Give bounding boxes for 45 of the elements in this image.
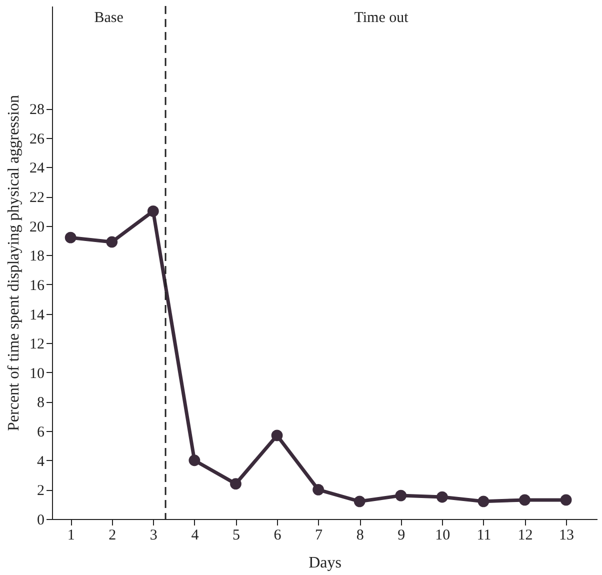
x-tick-label: 3: [150, 528, 158, 544]
y-tick-label: 12: [30, 336, 44, 353]
y-tick-label: 16: [30, 278, 45, 294]
x-tick-label: 11: [476, 528, 492, 544]
y-axis-title: Percent of time spent displaying physical aggression: [6, 95, 22, 431]
y-tick-label: 10: [30, 366, 44, 382]
x-tick-label: 13: [559, 528, 574, 544]
y-tick-label: 24: [30, 160, 45, 177]
y-tick-label: 20: [30, 219, 44, 236]
point: [436, 491, 448, 503]
point: [312, 484, 324, 496]
y-tick-label: 14: [30, 307, 45, 324]
point: [147, 206, 159, 217]
x-tick-label: 8: [356, 528, 364, 544]
point: [106, 236, 118, 248]
point: [230, 478, 242, 490]
point: [519, 494, 530, 506]
point: [188, 454, 200, 466]
x-tick-label: 2: [108, 528, 116, 544]
y-tick-label: 28: [30, 102, 44, 118]
x-tick-label: 5: [232, 528, 240, 544]
y-tick-label: 18: [30, 248, 44, 265]
x-tick-label: 7: [315, 528, 324, 544]
y-tick-label: 2: [37, 483, 44, 500]
point: [395, 490, 407, 502]
x-tick-label: 4: [191, 528, 200, 544]
point: [271, 430, 283, 442]
annotation: Base: [94, 10, 124, 26]
x-tick-label: 10: [435, 528, 450, 544]
point: [354, 496, 366, 508]
y-tick-label: 4: [37, 454, 45, 470]
x-tick-label: 1: [67, 528, 75, 544]
x-tick-label: 12: [518, 528, 533, 544]
x-tick-label: 9: [398, 528, 406, 544]
point: [560, 494, 572, 506]
y-tick-label: 8: [37, 395, 44, 412]
y-tick-label: 22: [30, 190, 44, 206]
x-axis-title: Days: [308, 554, 342, 572]
y-tick-label: 6: [37, 424, 45, 441]
y-tick-label: 0: [37, 512, 44, 528]
point: [64, 232, 76, 244]
y-tick-label: 26: [30, 131, 45, 148]
x-tick-label: 6: [274, 528, 282, 544]
point: [478, 496, 490, 508]
annotation: Time out: [354, 10, 410, 26]
